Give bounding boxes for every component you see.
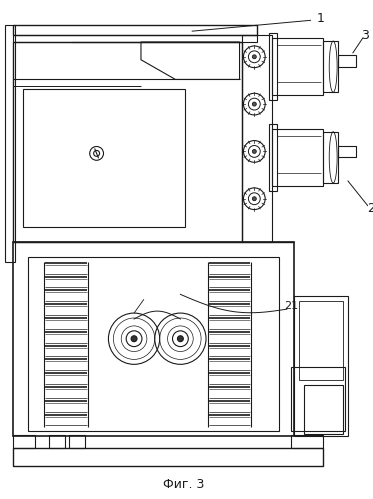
Ellipse shape	[253, 149, 256, 153]
Ellipse shape	[253, 102, 256, 106]
Bar	[291, 367, 345, 431]
Ellipse shape	[131, 336, 137, 342]
Bar	[338, 146, 356, 157]
Bar	[13, 42, 242, 242]
Bar	[242, 35, 272, 242]
Bar	[13, 448, 323, 466]
Bar	[13, 435, 34, 448]
Bar	[304, 385, 343, 434]
Ellipse shape	[253, 55, 256, 59]
Bar	[23, 89, 185, 228]
Bar	[272, 129, 323, 186]
Bar	[323, 132, 338, 183]
Bar	[291, 435, 323, 448]
Bar	[28, 257, 279, 431]
Bar	[269, 124, 277, 191]
Bar	[338, 55, 356, 67]
Bar	[323, 41, 338, 92]
Bar	[13, 242, 294, 436]
Text: 1: 1	[316, 12, 324, 25]
Text: 21: 21	[284, 301, 298, 311]
Ellipse shape	[253, 197, 256, 201]
Bar	[294, 296, 348, 436]
Ellipse shape	[178, 336, 184, 342]
Text: 3: 3	[361, 28, 369, 41]
Bar	[49, 435, 65, 448]
Bar	[5, 25, 15, 262]
Bar	[13, 35, 257, 42]
Text: 2: 2	[367, 202, 373, 215]
Bar	[299, 301, 343, 380]
Bar	[69, 435, 85, 448]
Bar	[272, 38, 323, 95]
Text: Фиг. 3: Фиг. 3	[163, 478, 204, 491]
Bar	[13, 25, 257, 35]
Bar	[269, 33, 277, 100]
